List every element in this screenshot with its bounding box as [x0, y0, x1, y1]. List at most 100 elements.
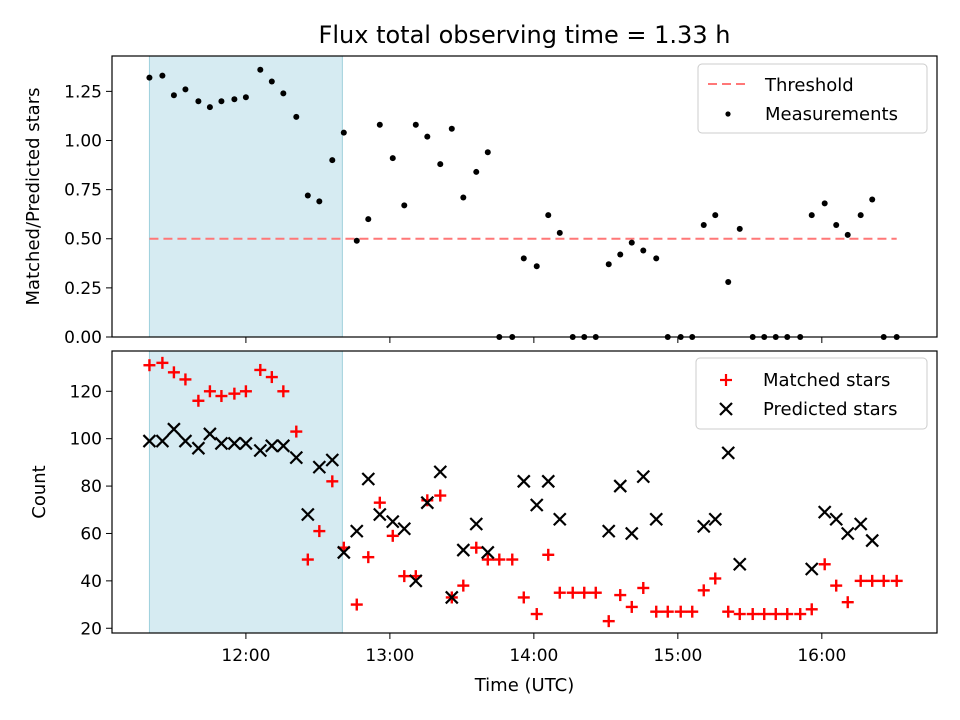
measurement-point [448, 125, 455, 132]
measurement-point [700, 221, 707, 228]
predicted-star-point [155, 434, 170, 448]
measurement-point [412, 121, 419, 128]
bottom-y-tick-label: 60 [80, 524, 102, 544]
predicted-star-point [409, 574, 423, 588]
top-axes-frame [111, 55, 938, 338]
predicted-star-point [325, 453, 340, 467]
matched-star-point [625, 600, 638, 613]
predicted-stars-points [142, 422, 879, 605]
predicted-star-point [301, 507, 315, 522]
matched-star-point [530, 608, 543, 621]
x-tick-label: 16:00 [797, 646, 846, 666]
matched-star-point [614, 589, 627, 602]
top-y-tick-label: 0.25 [64, 279, 102, 299]
matched-legend-label: Matched stars [763, 370, 890, 391]
predicted-star-point [265, 439, 279, 453]
matched-star-point [637, 581, 650, 594]
matched-star-point [517, 591, 530, 604]
matched-star-point [578, 586, 591, 599]
star-count-panel: 20 40 60 80 100 120 12:00 13:00 14:00 15:00 16:00… [29, 350, 938, 696]
measurement-point [293, 113, 300, 120]
measurement-point [242, 94, 249, 101]
matched-star-point [697, 584, 710, 597]
measurement-points [146, 66, 900, 340]
matched-star-point [362, 551, 375, 564]
predicted-star-point [142, 434, 157, 448]
matched-star-point [818, 558, 831, 571]
top-x-axis-ticks [245, 337, 823, 343]
measurement-point [170, 92, 177, 99]
measurement-point [628, 239, 635, 246]
measurement-point [725, 278, 732, 285]
predicted-star-point [227, 436, 242, 451]
matched-star-point [733, 608, 746, 621]
matched-stars-points [143, 356, 903, 628]
observing-window-span [148, 350, 343, 634]
matched-star-point [481, 553, 494, 566]
measurement-point [857, 212, 864, 219]
measurement-point [869, 196, 876, 203]
predicted-star-point [312, 460, 327, 474]
predicted-star-point [649, 512, 664, 527]
measurement-point [437, 161, 444, 168]
matched-star-point [553, 586, 566, 599]
matched-star-point [758, 608, 771, 621]
matched-star-point [769, 608, 782, 621]
bottom-legend: Matched stars Predicted stars [695, 357, 928, 430]
bottom-y-axis-label: Count [29, 465, 50, 518]
measurement-point [821, 200, 828, 207]
predicted-legend-label: Predicted stars [763, 399, 897, 420]
measurement-point [353, 237, 360, 244]
matched-star-point [192, 394, 205, 407]
measurement-point [268, 78, 275, 85]
predicted-star-point [552, 512, 567, 527]
measurement-point [329, 157, 336, 164]
matched-star-point [506, 553, 519, 566]
matched-star-point [854, 574, 867, 587]
matched-star-point [373, 496, 386, 509]
measurement-point [617, 251, 624, 258]
measurement-point [556, 229, 563, 236]
matched-star-point [674, 605, 687, 618]
matched-star-point [602, 615, 615, 628]
measurement-point [640, 247, 647, 254]
predicted-star-point [445, 590, 459, 605]
measurement-point [218, 98, 225, 105]
predicted-star-point [239, 436, 253, 451]
measurement-point [736, 225, 743, 232]
matched-star-point [805, 603, 818, 616]
matched-star-point [421, 494, 434, 507]
top-y-tick-label: 0.00 [64, 328, 102, 348]
bottom-y-tick-label: 40 [80, 572, 102, 592]
threshold-legend-label: Threshold [764, 75, 854, 96]
top-legend-box [697, 63, 928, 134]
predicted-star-point [167, 422, 181, 436]
predicted-star-point [178, 434, 193, 448]
measurement-point [473, 168, 480, 175]
matched-star-point [313, 525, 326, 538]
predicted-legend-marker [719, 402, 733, 416]
matched-star-point [179, 373, 192, 386]
measurement-point [304, 192, 311, 199]
predicted-star-point [853, 517, 868, 531]
measurement-point [401, 202, 408, 209]
measurement-point [533, 263, 540, 270]
top-y-tick-label: 1.00 [64, 131, 102, 151]
top-y-axis-label: Matched/Predicted stars [23, 88, 44, 306]
matched-star-point [254, 363, 267, 376]
predicted-star-point [624, 526, 639, 541]
measurement-point [605, 261, 612, 268]
matched-star-point [650, 605, 663, 618]
matched-star-point [457, 579, 470, 592]
predicted-star-point [732, 557, 747, 572]
predicted-star-point [214, 436, 229, 451]
predicted-star-point [337, 545, 351, 560]
matched-star-point [301, 553, 314, 566]
bottom-axes-frame [111, 350, 938, 634]
predicted-star-point [289, 450, 304, 465]
matched-star-point [722, 605, 735, 618]
predicted-star-point [253, 443, 268, 458]
measurement-point [484, 149, 491, 156]
matched-star-point [841, 596, 854, 609]
predicted-star-point [373, 507, 387, 522]
